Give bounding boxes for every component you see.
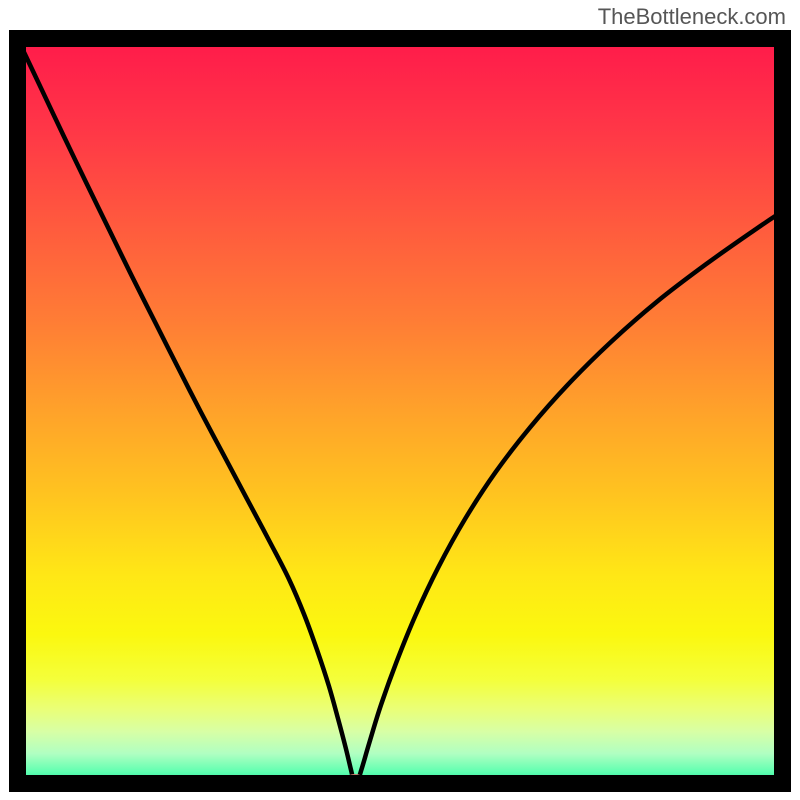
chart-container: TheBottleneck.com [0,0,800,800]
watermark-text: TheBottleneck.com [598,4,786,30]
gradient-background [18,39,783,784]
bottleneck-chart [0,0,800,800]
